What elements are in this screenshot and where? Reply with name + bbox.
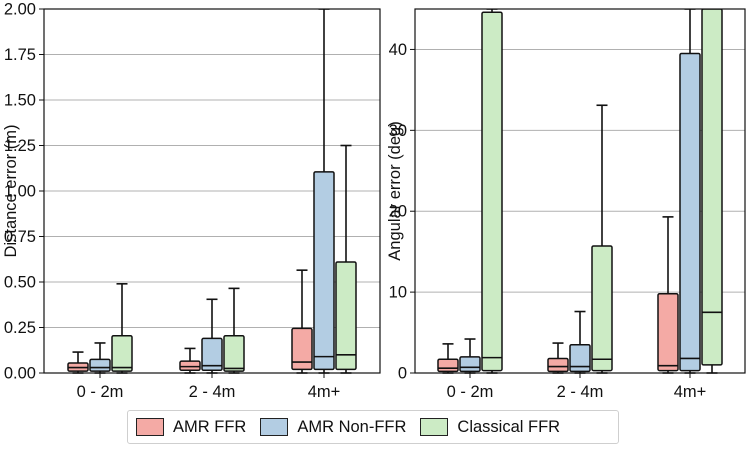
box-classical-ffr-2 (335, 144, 357, 374)
legend-item-classical-ffr: Classical FFR (420, 418, 560, 437)
y-tick-label: 30 (389, 122, 407, 140)
y-tick-label: 1.75 (4, 46, 36, 64)
box-amr-ffr-2 (291, 269, 313, 374)
box-body (679, 52, 701, 372)
legend-swatch-amr-ffr (136, 418, 164, 436)
box-body (89, 358, 111, 372)
y-tick-label: 0 (398, 365, 407, 383)
y-tick-label: 2.00 (4, 1, 36, 19)
y-axis-label: Distance error (m) (2, 125, 20, 258)
y-tick-label: 0.50 (4, 274, 36, 292)
legend-label-amr-non-ffr: AMR Non-FFR (297, 417, 407, 436)
box-body (481, 11, 503, 372)
y-tick-label: 0.00 (4, 365, 36, 383)
box-classical-ffr-0 (111, 283, 133, 374)
y-axis-label: Angular error (deg) (386, 121, 404, 260)
box-amr-non-ffr-0 (459, 338, 481, 374)
y-tick-label: 1.50 (4, 92, 36, 110)
x-tick-label: 4m+ (674, 383, 707, 401)
angular-error-panel: 0 10 20 30 40 0 - 2m 2 - 4m 4m+ Angular error (d… (386, 0, 746, 401)
y-tick-label: 40 (389, 41, 407, 59)
legend: AMR FFR AMR Non-FFR Classical FFR (127, 410, 619, 444)
y-tick-label: 10 (389, 284, 407, 302)
box-amr-ffr-0 (437, 343, 459, 374)
clip-mask (415, 0, 745, 9)
legend-swatch-classical-ffr (420, 418, 449, 436)
box-amr-ffr-1 (179, 347, 201, 374)
box-body (701, 8, 723, 366)
box-classical-ffr-1 (223, 287, 245, 374)
box-body (179, 360, 201, 372)
legend-item-amr-ffr: AMR FFR (136, 418, 246, 437)
box-amr-non-ffr-0 (89, 342, 111, 374)
distance-error-panel: 0.00 0.25 0.50 0.75 1.00 1.25 1.50 1.75 2.00 0 - … (2, 0, 381, 401)
y-tick-label: 1.25 (4, 137, 36, 155)
box-classical-ffr-2 (701, 8, 723, 374)
box-amr-ffr-2 (657, 216, 679, 374)
box-amr-non-ffr-1 (569, 310, 591, 374)
box-body (569, 343, 591, 373)
y-tick-label: 20 (389, 203, 407, 221)
box-amr-non-ffr-2 (679, 8, 701, 374)
x-tick-label: 4m+ (308, 383, 341, 401)
box-body (291, 327, 313, 371)
box-body (111, 334, 133, 372)
box-body (591, 245, 613, 372)
box-amr-non-ffr-1 (201, 298, 223, 374)
box-body (313, 171, 335, 371)
legend-swatch-amr-non-ffr (260, 418, 289, 436)
box-amr-non-ffr-2 (313, 8, 335, 374)
box-classical-ffr-1 (591, 104, 613, 374)
clip-mask (44, 0, 380, 9)
box-body (437, 358, 459, 373)
box-amr-ffr-0 (67, 351, 89, 374)
y-tick-label: 0.75 (4, 228, 36, 246)
x-tick-label: 0 - 2m (77, 383, 124, 401)
box-body (335, 261, 357, 371)
box-body (657, 292, 679, 372)
legend-item-amr-non-ffr: AMR Non-FFR (260, 418, 406, 437)
x-tick-label: 2 - 4m (557, 383, 604, 401)
x-tick-label: 0 - 2m (447, 383, 494, 401)
box-body (459, 356, 481, 373)
x-tick-label: 2 - 4m (189, 383, 236, 401)
y-tick-label: 0.25 (4, 319, 36, 337)
box-body (201, 337, 223, 372)
box-amr-ffr-1 (547, 342, 569, 374)
box-classical-ffr-0 (481, 8, 503, 374)
box-body (223, 334, 245, 372)
y-tick-label: 1.00 (4, 183, 36, 201)
legend-label-amr-ffr: AMR FFR (173, 417, 247, 436)
legend-label-classical-ffr: Classical FFR (457, 417, 561, 436)
box-body (547, 357, 569, 373)
